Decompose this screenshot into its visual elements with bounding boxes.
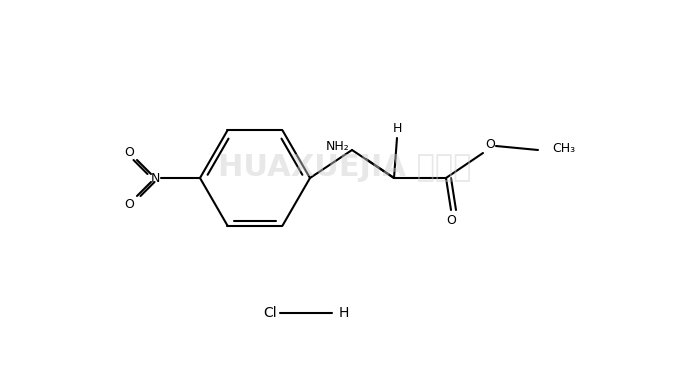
Text: H: H <box>392 122 401 135</box>
Text: NH₂: NH₂ <box>326 140 350 153</box>
Text: O: O <box>485 138 495 151</box>
Text: O: O <box>124 145 134 159</box>
Text: HUAXUEJIA 化学加: HUAXUEJIA 化学加 <box>218 154 472 182</box>
Text: H: H <box>339 306 349 320</box>
Text: O: O <box>446 213 456 226</box>
Text: CH₃: CH₃ <box>552 141 575 154</box>
Text: N: N <box>151 172 160 185</box>
Text: O: O <box>124 197 134 210</box>
Text: Cl: Cl <box>263 306 277 320</box>
